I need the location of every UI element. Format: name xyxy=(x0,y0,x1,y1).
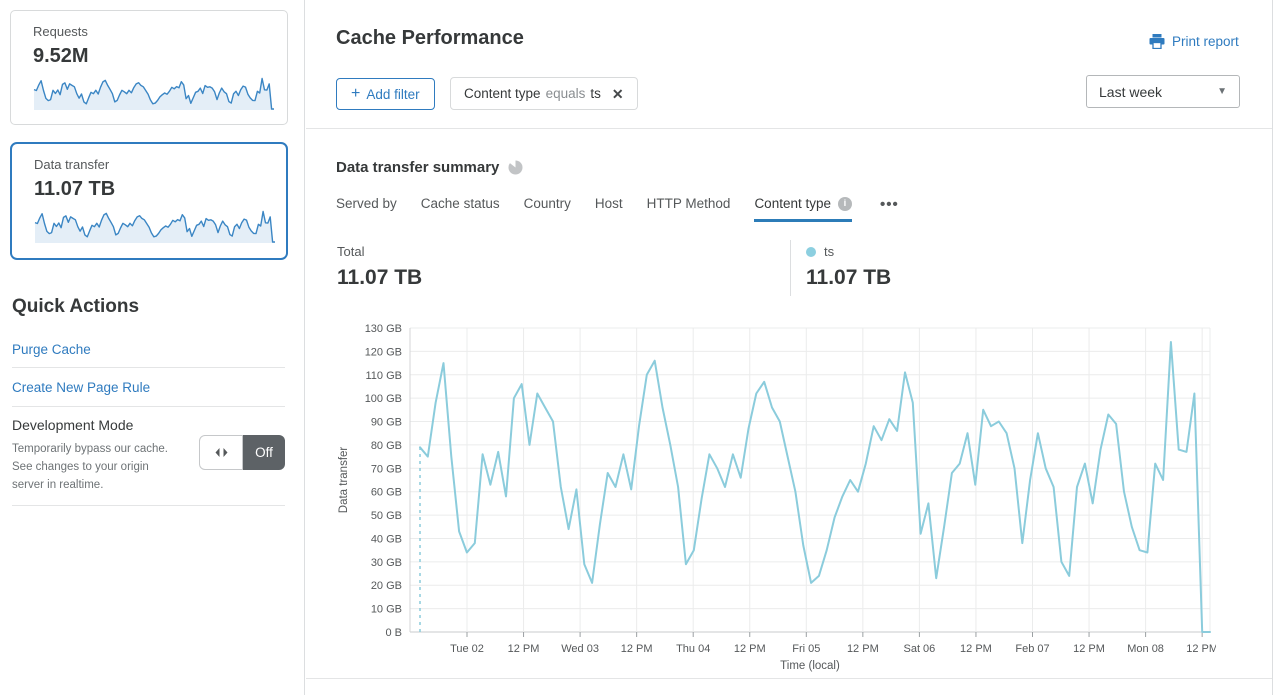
tab-country[interactable]: Country xyxy=(524,196,571,219)
remove-filter-icon[interactable]: ✕ xyxy=(611,85,624,102)
x-axis-tick: 12 PM xyxy=(508,643,540,655)
x-axis-tick: Thu 04 xyxy=(676,643,710,655)
x-axis-tick: Mon 08 xyxy=(1127,643,1164,655)
summary-section-heading: Data transfer summary xyxy=(336,159,523,176)
tab-cache-status[interactable]: Cache status xyxy=(421,196,500,219)
plus-icon: + xyxy=(351,85,361,102)
dimension-tabs: Served by Cache status Country Host HTTP Met… xyxy=(336,196,899,222)
create-page-rule-link[interactable]: Create New Page Rule xyxy=(12,380,151,395)
requests-sparkline xyxy=(33,77,274,110)
loading-pie-icon xyxy=(508,160,523,175)
sidebar: Requests 9.52M Data transfer 11.07 TB Qu… xyxy=(0,0,305,695)
tab-host[interactable]: Host xyxy=(595,196,623,219)
filter-chip-value: ts xyxy=(590,86,601,101)
x-axis-tick: 12 PM xyxy=(1186,643,1216,655)
tab-label: Served by xyxy=(336,196,397,211)
divider xyxy=(12,406,285,407)
requests-card-title: Requests xyxy=(33,24,88,39)
x-axis-tick: Wed 03 xyxy=(561,643,599,655)
x-axis-tick: Sat 06 xyxy=(903,643,935,655)
tab-label: HTTP Method xyxy=(646,196,731,211)
x-axis-tick: Tue 02 xyxy=(450,643,484,655)
y-axis-tick: 110 GB xyxy=(366,370,403,382)
tab-label: Country xyxy=(523,196,571,211)
y-axis-tick: 0 B xyxy=(385,627,402,639)
tab-label: Host xyxy=(594,196,623,211)
summary-heading-label: Data transfer summary xyxy=(336,159,500,176)
header-divider xyxy=(306,128,1272,129)
totals-divider xyxy=(790,240,791,296)
legend-dot xyxy=(806,246,816,257)
add-filter-button[interactable]: + Add filter xyxy=(336,78,435,110)
more-dimensions-button[interactable]: ••• xyxy=(880,196,899,213)
printer-icon xyxy=(1149,34,1165,49)
y-axis-tick: 100 GB xyxy=(365,393,402,405)
print-report-label: Print report xyxy=(1172,34,1239,49)
divider xyxy=(12,367,285,368)
chevron-down-icon: ▼ xyxy=(1217,86,1227,97)
data-transfer-card-title: Data transfer xyxy=(34,157,110,172)
x-axis-tick: Fri 05 xyxy=(792,643,820,655)
legend-item-ts[interactable]: ts xyxy=(806,244,834,259)
y-axis-tick: 120 GB xyxy=(365,346,402,358)
development-mode-title: Development Mode xyxy=(12,417,134,433)
quick-actions-heading: Quick Actions xyxy=(12,296,140,317)
tab-served-by[interactable]: Served by xyxy=(336,196,397,219)
tab-label: Cache status xyxy=(420,196,500,211)
y-axis-tick: 60 GB xyxy=(371,487,402,499)
time-range-value: Last week xyxy=(1099,83,1163,100)
ts-series-line xyxy=(419,341,1211,633)
data-transfer-chart: 0 B 10 GB 20 GB 30 GB 40 GB 50 GB 60 GB 70 GB 80… xyxy=(338,323,1216,672)
y-axis-tick: 40 GB xyxy=(371,533,402,545)
y-axis-tick: 20 GB xyxy=(371,580,402,592)
y-axis-tick: 50 GB xyxy=(371,510,402,522)
data-transfer-card-value: 11.07 TB xyxy=(34,178,116,200)
content-right-border xyxy=(1272,0,1273,695)
y-axis-tick: 80 GB xyxy=(371,440,402,452)
x-axis-tick: 12 PM xyxy=(1073,643,1105,655)
purge-cache-link[interactable]: Purge Cache xyxy=(12,342,91,357)
total-value: 11.07 TB xyxy=(337,266,423,289)
toggle-arrows-icon xyxy=(199,435,243,470)
x-axis-tick: 12 PM xyxy=(960,643,992,655)
bottom-divider xyxy=(306,678,1272,679)
requests-card[interactable]: Requests 9.52M xyxy=(10,10,288,125)
y-axis-tick: 30 GB xyxy=(371,557,402,569)
y-axis-tick: 90 GB xyxy=(371,417,402,429)
development-mode-toggle[interactable]: Off xyxy=(199,435,285,470)
add-filter-label: Add filter xyxy=(366,86,420,102)
print-report-link[interactable]: Print report xyxy=(1149,34,1239,49)
filter-chip-field: Content type xyxy=(464,86,541,101)
requests-card-value: 9.52M xyxy=(33,45,89,67)
divider xyxy=(12,505,285,506)
filter-chip-operator: equals xyxy=(545,86,586,101)
development-mode-description: Temporarily bypass our cache. See change… xyxy=(12,443,168,491)
tab-label: Content type xyxy=(754,196,831,211)
y-axis-tick: 10 GB xyxy=(371,604,402,616)
y-axis-title: Data transfer xyxy=(338,447,350,514)
x-axis-tick: 12 PM xyxy=(847,643,879,655)
x-axis-tick: 12 PM xyxy=(621,643,653,655)
legend-series-name: ts xyxy=(824,244,835,259)
x-axis-title: Time (local) xyxy=(780,660,840,672)
tab-http-method[interactable]: HTTP Method xyxy=(647,196,731,219)
y-axis-tick: 130 GB xyxy=(365,323,402,335)
time-range-select[interactable]: Last week ▼ xyxy=(1086,75,1240,108)
filter-chip[interactable]: Content type equals ts ✕ xyxy=(450,77,638,110)
page-title: Cache Performance xyxy=(336,27,524,49)
x-axis-tick: Feb 07 xyxy=(1015,643,1049,655)
x-axis-tick: 12 PM xyxy=(734,643,766,655)
y-axis-tick: 70 GB xyxy=(371,463,402,475)
data-transfer-card[interactable]: Data transfer 11.07 TB xyxy=(10,142,288,260)
data-transfer-sparkline xyxy=(34,210,275,243)
tab-content-type[interactable]: Content type i xyxy=(754,196,852,222)
legend-series-value: 11.07 TB xyxy=(806,266,892,289)
toggle-off-label: Off xyxy=(243,435,285,470)
total-label: Total xyxy=(337,244,365,259)
info-icon[interactable]: i xyxy=(838,196,852,211)
